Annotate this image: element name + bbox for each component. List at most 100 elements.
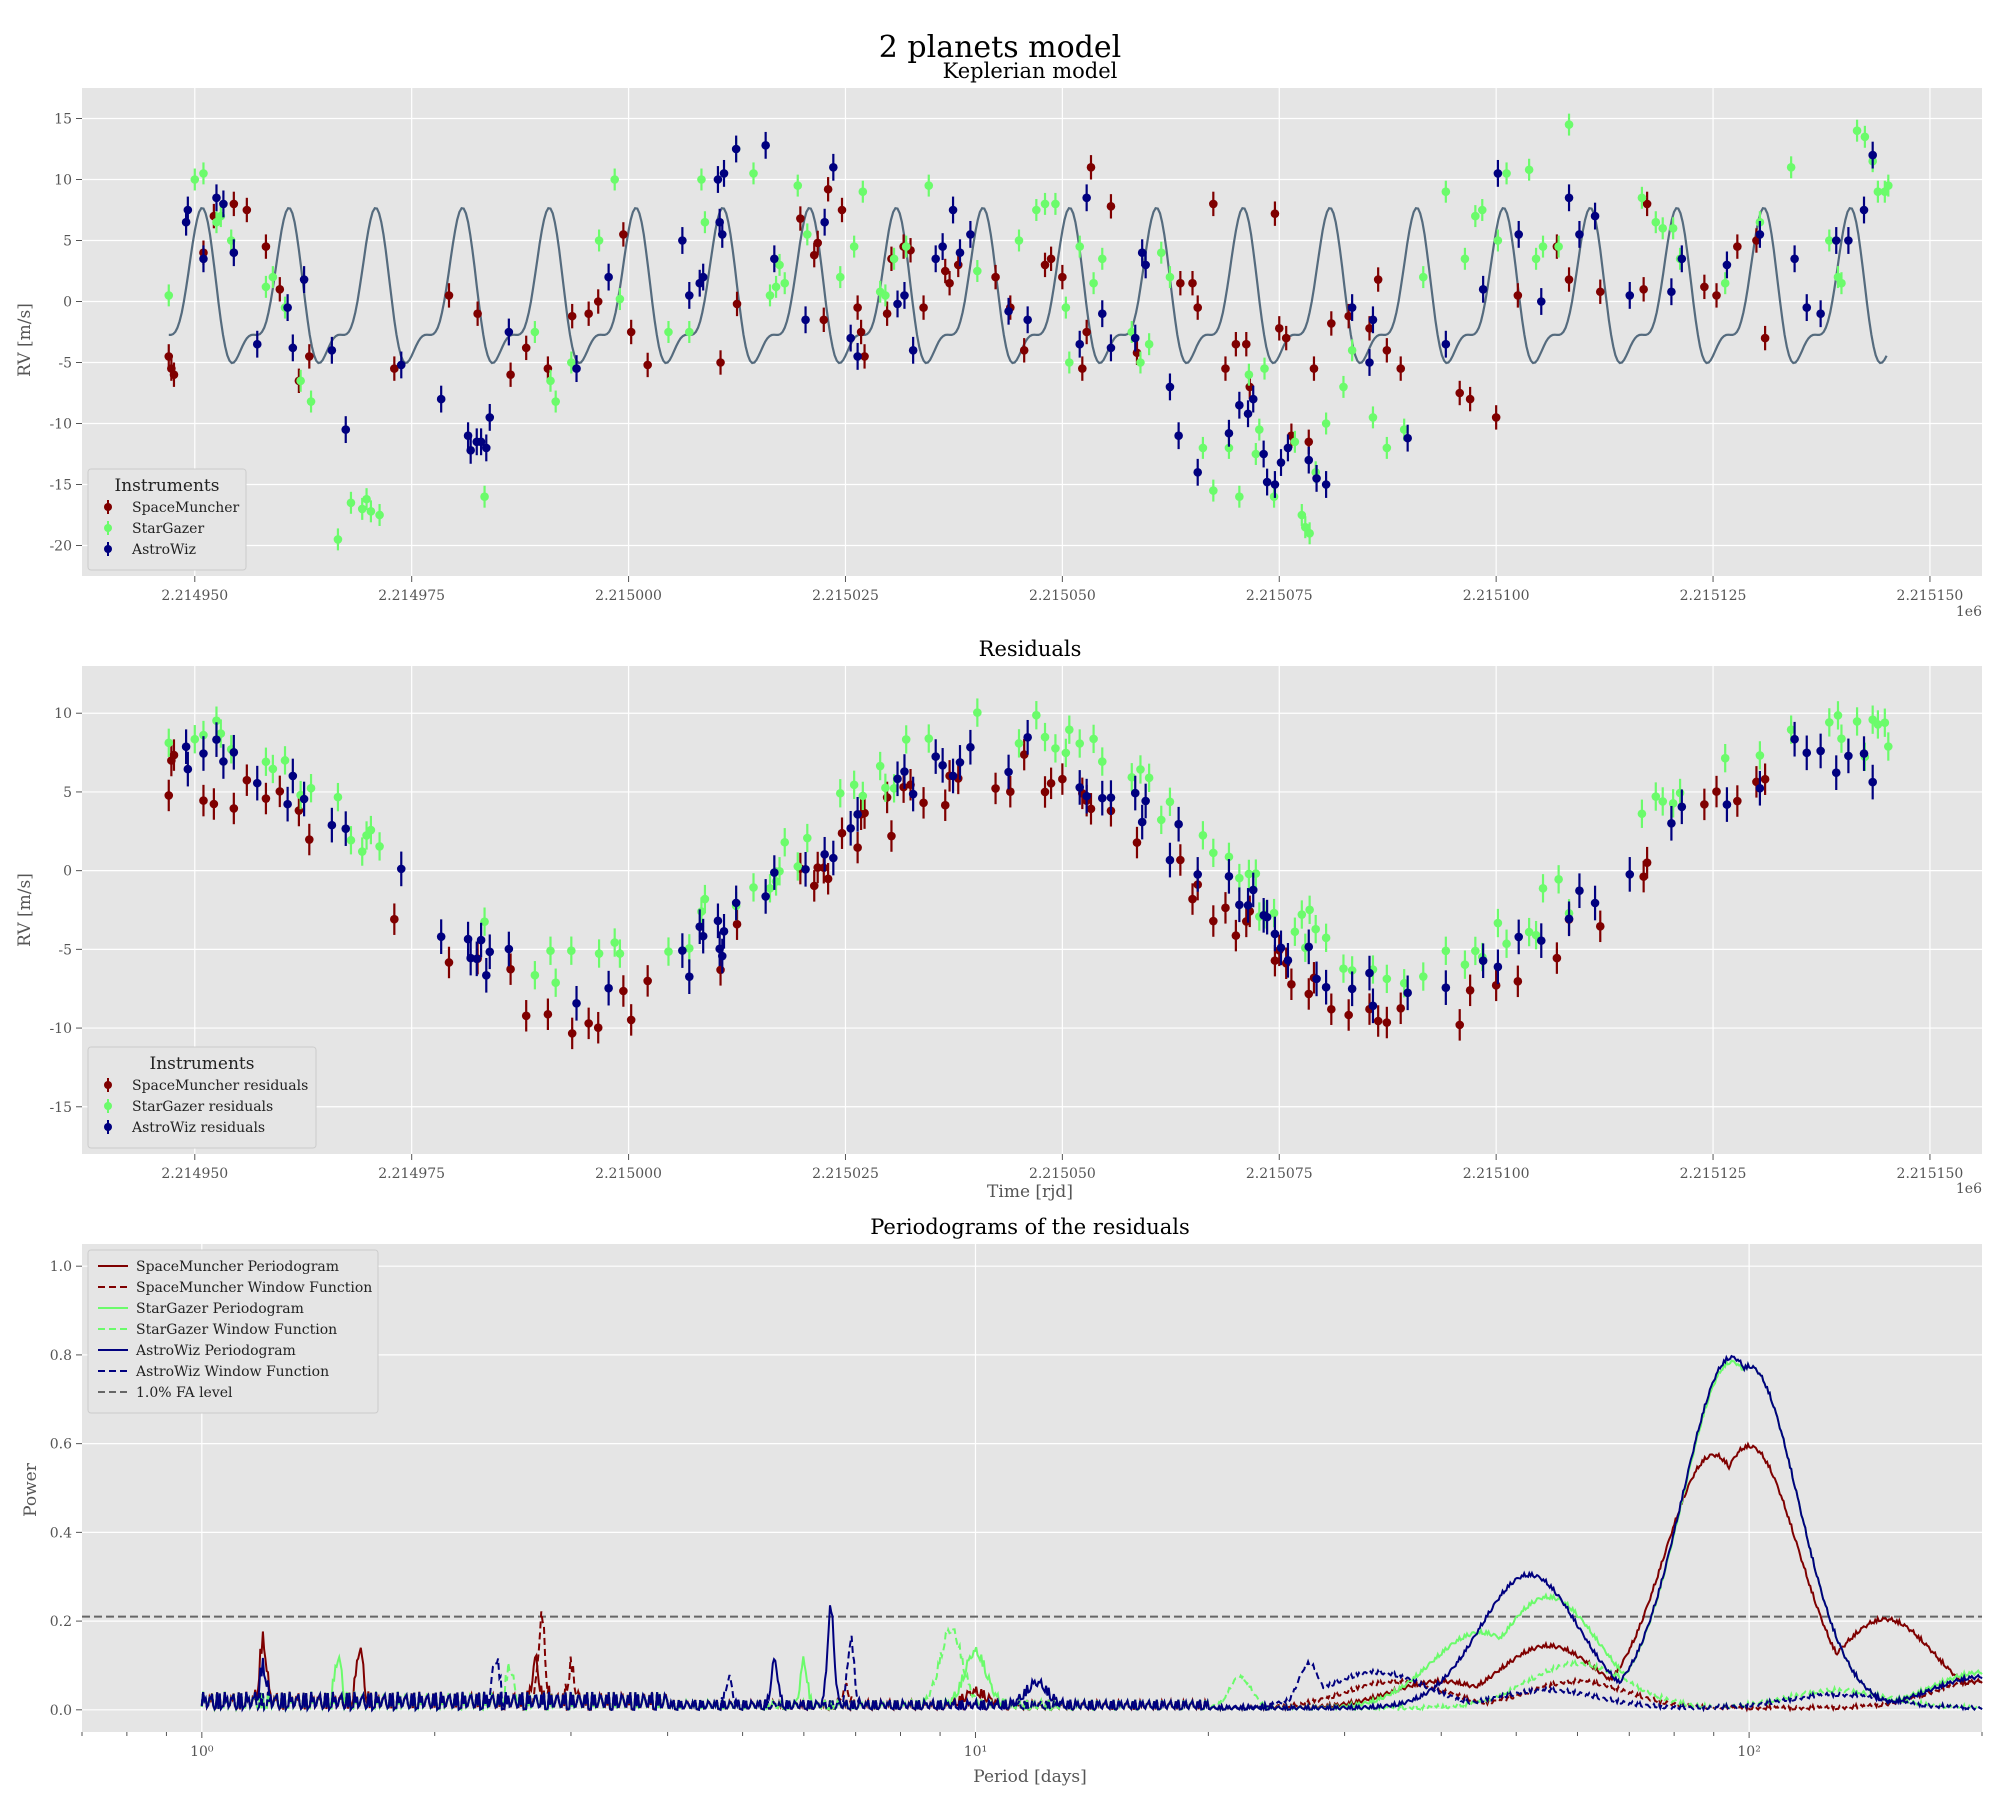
rv-point-spacemuncher bbox=[809, 242, 819, 268]
data-point bbox=[1502, 939, 1511, 949]
rv-point-spacemuncher bbox=[444, 283, 454, 308]
data-point bbox=[664, 947, 673, 956]
data-point bbox=[288, 343, 298, 353]
residual-point-spacemuncher bbox=[940, 789, 950, 821]
data-point bbox=[1373, 1016, 1383, 1026]
data-point bbox=[1046, 254, 1056, 264]
data-point bbox=[1786, 725, 1796, 734]
data-point bbox=[1156, 248, 1166, 257]
data-point bbox=[1130, 788, 1140, 798]
data-point bbox=[1089, 734, 1098, 744]
rv-point-stargazer bbox=[1339, 375, 1348, 398]
data-point bbox=[1309, 364, 1319, 373]
x-tick-label: 2.215125 bbox=[1680, 588, 1747, 604]
rv-point-astrowiz bbox=[466, 436, 475, 464]
data-point bbox=[835, 788, 845, 798]
residual-point-stargazer bbox=[780, 828, 790, 857]
data-point bbox=[1513, 977, 1523, 986]
rv-point-astrowiz bbox=[1722, 251, 1732, 279]
residual-point-stargazer bbox=[749, 873, 758, 902]
rv-point-stargazer bbox=[881, 284, 890, 307]
legend: SpaceMuncher Periodogram SpaceMuncher Win… bbox=[87, 1249, 379, 1414]
rv-point-astrowiz bbox=[1075, 330, 1085, 358]
residual-point-spacemuncher bbox=[887, 820, 896, 852]
plot-area bbox=[82, 666, 1982, 1154]
rv-point-astrowiz bbox=[931, 245, 940, 273]
residual-point-spacemuncher bbox=[1287, 968, 1296, 1001]
legend: Instruments SpaceMuncher StarGazer AstroWiz bbox=[87, 468, 247, 571]
data-point bbox=[1493, 962, 1503, 972]
rv-point-stargazer bbox=[1260, 357, 1269, 380]
residual-point-stargazer bbox=[1460, 950, 1470, 979]
residual-point-spacemuncher bbox=[1231, 919, 1241, 952]
data-point bbox=[809, 881, 819, 891]
data-point bbox=[749, 883, 758, 892]
residual-point-astrowiz bbox=[1677, 789, 1687, 825]
residuals-offset-label: 1e6 bbox=[1956, 1181, 1982, 1197]
data-point bbox=[1004, 306, 1013, 316]
data-point bbox=[1106, 202, 1116, 211]
rv-point-stargazer bbox=[1477, 199, 1487, 221]
data-point bbox=[594, 236, 604, 245]
data-point bbox=[1304, 989, 1314, 999]
rv-point-astrowiz bbox=[481, 434, 491, 462]
data-point bbox=[1651, 792, 1661, 801]
y-tick-label: 0.6 bbox=[50, 1437, 72, 1453]
residual-point-astrowiz bbox=[829, 840, 838, 876]
data-point bbox=[1165, 855, 1175, 865]
residual-point-stargazer bbox=[1290, 917, 1300, 946]
data-point bbox=[357, 847, 367, 856]
rv-point-stargazer bbox=[1837, 272, 1846, 295]
residual-point-stargazer bbox=[1441, 936, 1451, 965]
data-point bbox=[1816, 746, 1825, 756]
data-point bbox=[567, 946, 576, 955]
data-point bbox=[1595, 922, 1605, 931]
data-point bbox=[664, 327, 673, 337]
data-point bbox=[1396, 1003, 1406, 1013]
data-point bbox=[619, 986, 628, 996]
data-point bbox=[1040, 199, 1050, 209]
rv-point-astrowiz bbox=[212, 184, 221, 212]
residual-point-astrowiz bbox=[481, 957, 491, 993]
data-point bbox=[837, 828, 847, 838]
data-point bbox=[1722, 800, 1732, 809]
data-point bbox=[604, 983, 613, 993]
data-point bbox=[1321, 419, 1331, 428]
data-point bbox=[802, 230, 812, 239]
residual-point-astrowiz bbox=[1075, 770, 1085, 805]
data-point bbox=[546, 946, 555, 956]
residual-point-astrowiz bbox=[299, 781, 309, 817]
data-point bbox=[567, 311, 577, 321]
rv-point-spacemuncher bbox=[940, 258, 950, 284]
data-point bbox=[1061, 303, 1071, 312]
data-point bbox=[1032, 205, 1041, 215]
data-point bbox=[169, 750, 179, 760]
data-point bbox=[700, 894, 710, 904]
rv-point-spacemuncher bbox=[813, 230, 823, 256]
data-point bbox=[860, 808, 869, 818]
rv-point-astrowiz bbox=[504, 318, 514, 346]
rv-point-astrowiz bbox=[436, 385, 446, 413]
data-point bbox=[1860, 132, 1870, 142]
residual-point-astrowiz bbox=[1441, 970, 1451, 1005]
data-point bbox=[327, 346, 337, 355]
data-point bbox=[700, 217, 710, 227]
rv-point-stargazer bbox=[1051, 192, 1060, 215]
residual-point-stargazer bbox=[546, 936, 555, 965]
residual-point-stargazer bbox=[1720, 743, 1730, 773]
data-point bbox=[1478, 956, 1488, 966]
legend-label: StarGazer Window Function bbox=[136, 1322, 337, 1338]
data-point bbox=[242, 205, 252, 215]
rv-point-stargazer bbox=[362, 488, 371, 511]
data-point bbox=[1235, 900, 1244, 910]
data-point bbox=[1235, 492, 1244, 502]
x-tick-label: 2.215025 bbox=[812, 588, 879, 604]
rv-point-stargazer bbox=[1165, 266, 1175, 289]
keplerian-title: Keplerian model bbox=[943, 59, 1118, 83]
data-point bbox=[283, 799, 292, 809]
y-tick-label: 1.0 bbox=[50, 1259, 72, 1275]
residual-point-astrowiz bbox=[283, 786, 292, 822]
data-point bbox=[1244, 869, 1254, 879]
residual-point-stargazer bbox=[875, 751, 885, 781]
data-point bbox=[1700, 800, 1709, 809]
